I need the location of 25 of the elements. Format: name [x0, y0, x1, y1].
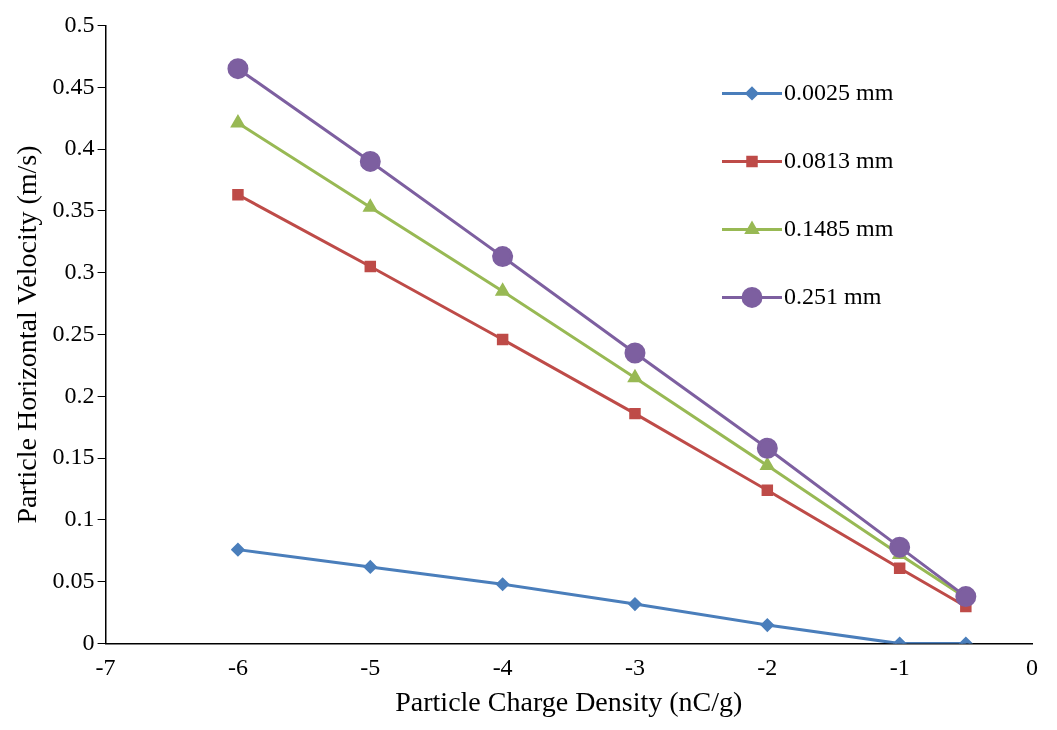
y-tick-label: 0.1 [64, 505, 95, 532]
y-tick-label: 0.3 [64, 257, 95, 284]
y-tick-label: 0.05 [52, 567, 95, 594]
y-tick-label: 0 [82, 628, 95, 655]
x-tick-label: -3 [624, 654, 645, 681]
x-tick-label: -4 [492, 654, 513, 681]
y-tick-label: 0.2 [64, 381, 95, 408]
y-axis-title: Particle Horizontal Velocity (m/s) [11, 145, 43, 524]
legend-label: 0.0813 mm [784, 146, 894, 173]
x-tick-label: -2 [757, 654, 778, 681]
y-tick-label: 0.45 [52, 72, 95, 99]
x-tick-label: -5 [360, 654, 381, 681]
x-tick-label: -7 [95, 654, 116, 681]
y-tick-label: 0.25 [52, 319, 95, 346]
legend-label: 0.0025 mm [784, 78, 894, 105]
legend-label: 0.1485 mm [784, 214, 894, 241]
legend-label: 0.251 mm [784, 282, 882, 309]
x-tick-label: -1 [889, 654, 910, 681]
y-tick-label: 0.15 [52, 443, 95, 470]
x-tick-label: 0 [1026, 654, 1038, 681]
x-axis-title: Particle Charge Density (nC/g) [395, 685, 743, 717]
y-tick-label: 0.35 [52, 196, 95, 223]
y-tick-label: 0.4 [64, 134, 95, 161]
y-tick-label: 0.5 [64, 10, 95, 37]
x-tick-label: -6 [227, 654, 248, 681]
